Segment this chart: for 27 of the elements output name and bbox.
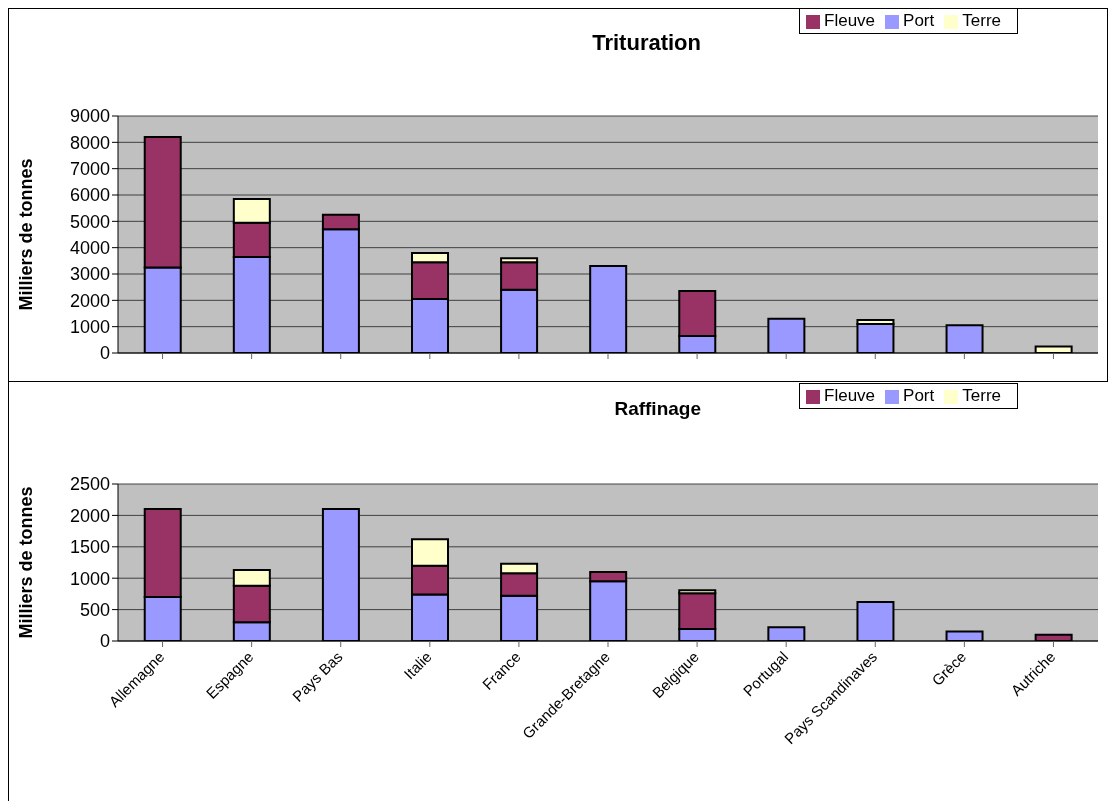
y-tick-label: 2000 [69,505,110,526]
y-tick-label: 4000 [69,238,110,259]
legend-label: Port [903,386,935,405]
y-tick-label: 1500 [69,537,110,558]
y-tick-label: 7000 [69,159,110,180]
y-tick-label: 9000 [69,106,110,127]
y-tick-label: 8000 [69,132,110,153]
legend-label: Terre [962,11,1001,30]
chart-title: Trituration [591,30,701,56]
chart-title: Raffinage [613,398,701,420]
y-tick-label: 1000 [69,568,110,589]
y-tick-label: 6000 [69,185,110,206]
y-tick-label: 3000 [69,264,110,285]
y-tick-label: 2500 [69,474,110,495]
y-tick-label: 2000 [69,290,110,311]
legend-label: Fleuve [824,11,876,30]
legend-label: Fleuve [824,386,876,405]
legend-label: Terre [962,386,1001,405]
y-tick-label: 0 [99,631,110,652]
legend-label: Port [903,11,935,30]
y-tick-label: 5000 [69,211,110,232]
y-tick-label: 1000 [69,317,110,338]
y-axis-title: Milliers de tonnes [16,158,37,311]
y-axis-title: Milliers de tonnes [16,486,37,639]
x-tick-label: Italie [400,647,435,683]
y-tick-label: 0 [99,343,110,364]
y-tick-label: 500 [79,599,110,620]
